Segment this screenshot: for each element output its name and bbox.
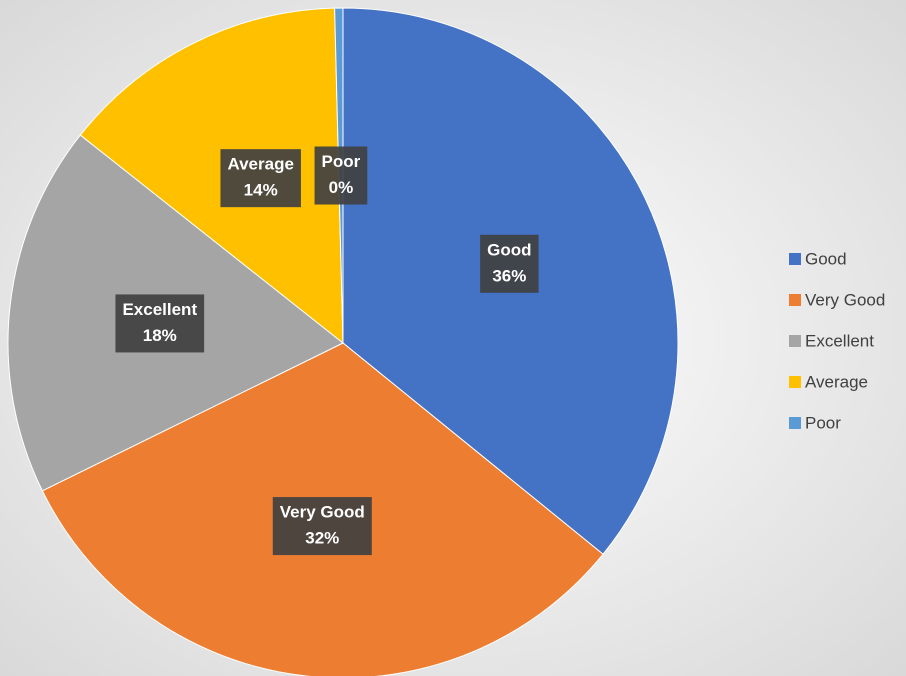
data-label: Average 14% <box>220 149 301 208</box>
data-label-category: Excellent <box>122 300 197 319</box>
data-label-value: 36% <box>492 266 526 285</box>
legend-label: Good <box>805 249 847 268</box>
data-label-value: 0% <box>329 178 354 197</box>
data-label-box <box>220 149 301 208</box>
data-label-category: Very Good <box>280 503 365 522</box>
data-label-value: 14% <box>244 181 278 200</box>
legend-swatch <box>789 294 801 306</box>
data-label: Excellent 18% <box>115 294 205 353</box>
data-label-box <box>272 497 372 556</box>
legend-label: Poor <box>805 413 841 432</box>
data-label-category: Poor <box>322 152 361 171</box>
legend-label: Average <box>805 372 868 391</box>
data-label-category: Good <box>487 240 531 259</box>
data-label-value: 18% <box>143 326 177 345</box>
legend-label: Very Good <box>805 290 885 309</box>
data-label: Very Good 32% <box>272 497 372 556</box>
legend-swatch <box>789 376 801 388</box>
data-label-box <box>115 294 205 353</box>
pie-slice <box>79 7 344 345</box>
legend-label: Excellent <box>805 331 874 350</box>
data-label-category: Average <box>227 155 293 174</box>
legend-swatch <box>789 253 801 265</box>
data-label: Poor 0% <box>314 146 368 205</box>
legend-swatch <box>789 417 801 429</box>
data-label-value: 32% <box>305 529 339 548</box>
legend-swatch <box>789 335 801 347</box>
data-label: Good 36% <box>480 234 539 293</box>
data-label-box <box>314 146 368 205</box>
data-label-box <box>480 234 539 293</box>
